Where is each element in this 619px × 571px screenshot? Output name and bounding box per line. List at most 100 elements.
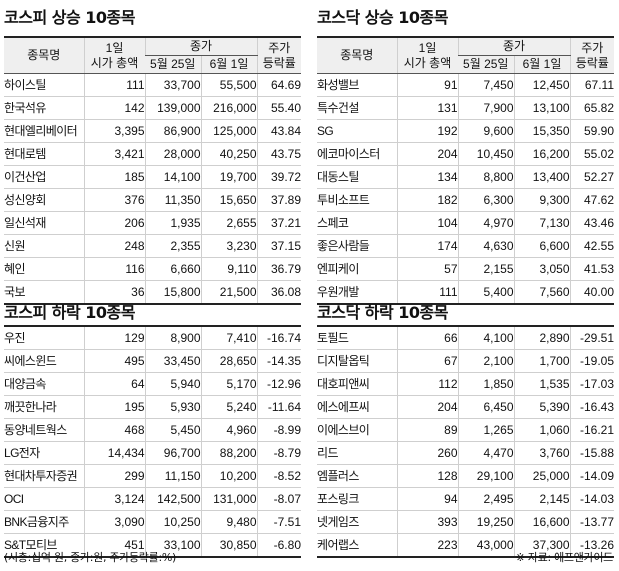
price-may25: 2,495 — [457, 487, 514, 511]
table-row: 우원개발 111 5,400 7,560 40.00 — [317, 280, 614, 305]
table-row: 넷게임즈 393 19,250 16,600 -13.77 — [317, 510, 614, 534]
stock-name: OCI — [4, 487, 84, 511]
change-rate: 37.15 — [256, 234, 301, 258]
stock-name: S&T모티브 — [4, 533, 84, 558]
market-cap: 128 — [396, 464, 458, 488]
price-jun1: 3,230 — [200, 234, 257, 258]
market-cap: 204 — [396, 142, 458, 166]
price-may25: 7,450 — [457, 73, 514, 97]
market-cap: 204 — [396, 395, 458, 419]
change-rate: -13.77 — [569, 510, 614, 534]
price-may25: 11,150 — [144, 464, 201, 488]
price-jun1: 16,200 — [513, 142, 570, 166]
header-date-may25: 5월 25일 — [145, 55, 201, 74]
change-rate: 42.55 — [569, 234, 614, 258]
price-may25: 5,400 — [457, 280, 514, 305]
stock-name: BNK금융지주 — [4, 510, 84, 534]
market-cap: 36 — [83, 280, 145, 305]
price-jun1: 19,700 — [200, 165, 257, 189]
header-change-line1: 주가 — [581, 40, 604, 55]
price-may25: 9,600 — [457, 119, 514, 143]
change-rate: -17.03 — [569, 372, 614, 396]
table-row: 엔피케이 57 2,155 3,050 41.53 — [317, 257, 614, 281]
kosdaq-up-table: 종목명 1일 시가 총액 종가 주가 등락률 5월 25일 6월 1일 화성밸브 91 7,450 1… — [317, 36, 614, 305]
market-cap: 129 — [83, 325, 145, 350]
price-jun1: 3,760 — [513, 441, 570, 465]
stock-name: 씨에스윈드 — [4, 349, 84, 373]
table-row: 혜인 116 6,660 9,110 36.79 — [4, 257, 301, 281]
table-row: OCI 3,124 142,500 131,000 -8.07 — [4, 487, 301, 511]
change-rate: 36.79 — [256, 257, 301, 281]
price-may25: 8,800 — [457, 165, 514, 189]
kosdaq-down-section: 코스닥 하락 10종목 토필드 66 4,100 2,890 -29.51 디지탈옵틱 67… — [317, 299, 614, 558]
price-may25: 6,450 — [457, 395, 514, 419]
change-rate: 64.69 — [256, 73, 301, 97]
source-note: ※ 자료: 에프앤가이드 — [515, 551, 614, 564]
market-cap: 111 — [396, 280, 458, 305]
price-may25: 43,000 — [457, 533, 514, 558]
table-row: LG전자 14,434 96,700 88,200 -8.79 — [4, 441, 301, 465]
market-cap: 185 — [83, 165, 145, 189]
price-may25: 4,970 — [457, 211, 514, 235]
stock-name: 동양네트웍스 — [4, 418, 84, 442]
table-row: 대호피앤씨 112 1,850 1,535 -17.03 — [317, 372, 614, 396]
table-row: 투비소프트 182 6,300 9,300 47.62 — [317, 188, 614, 212]
price-may25: 1,935 — [144, 211, 201, 235]
table-row: 케어랩스 223 43,000 37,300 -13.26 — [317, 533, 614, 558]
price-jun1: 10,200 — [200, 464, 257, 488]
price-jun1: 1,060 — [513, 418, 570, 442]
header-change-line1: 주가 — [268, 40, 291, 55]
table-row: 우진 129 8,900 7,410 -16.74 — [4, 325, 301, 350]
header-date-may25: 5월 25일 — [458, 55, 514, 74]
table-row: 스페코 104 4,970 7,130 43.46 — [317, 211, 614, 235]
change-rate: -11.64 — [256, 395, 301, 419]
change-rate: 59.90 — [569, 119, 614, 143]
market-cap: 89 — [396, 418, 458, 442]
price-may25: 4,470 — [457, 441, 514, 465]
stock-name: 투비소프트 — [317, 188, 397, 212]
stock-name: 국보 — [4, 280, 84, 305]
change-rate: 43.46 — [569, 211, 614, 235]
stock-name: 대양금속 — [4, 372, 84, 396]
stock-name: 토필드 — [317, 325, 397, 350]
stock-name: 성신양회 — [4, 188, 84, 212]
price-may25: 4,100 — [457, 325, 514, 350]
change-rate: 40.00 — [569, 280, 614, 305]
change-rate: 43.75 — [256, 142, 301, 166]
market-cap: 192 — [396, 119, 458, 143]
market-cap: 91 — [396, 73, 458, 97]
price-may25: 33,700 — [144, 73, 201, 97]
price-jun1: 13,400 — [513, 165, 570, 189]
change-rate: -8.52 — [256, 464, 301, 488]
price-jun1: 15,650 — [200, 188, 257, 212]
table-row: 현대차투자증권 299 11,150 10,200 -8.52 — [4, 464, 301, 488]
market-cap: 94 — [396, 487, 458, 511]
price-jun1: 216,000 — [200, 96, 257, 120]
price-jun1: 2,890 — [513, 325, 570, 350]
price-may25: 6,660 — [144, 257, 201, 281]
price-jun1: 5,240 — [200, 395, 257, 419]
stock-name: 에코마이스터 — [317, 142, 397, 166]
price-may25: 5,930 — [144, 395, 201, 419]
change-rate: -16.74 — [256, 325, 301, 350]
header-market-cap-line1: 1일 — [105, 40, 124, 55]
change-rate: -8.07 — [256, 487, 301, 511]
market-cap: 206 — [83, 211, 145, 235]
table-row: 한국석유 142 139,000 216,000 55.40 — [4, 96, 301, 120]
market-cap: 260 — [396, 441, 458, 465]
price-jun1: 5,170 — [200, 372, 257, 396]
change-rate: -12.96 — [256, 372, 301, 396]
market-cap: 112 — [396, 372, 458, 396]
table-row: 엠플러스 128 29,100 25,000 -14.09 — [317, 464, 614, 488]
header-close-price: 종가 — [457, 36, 570, 56]
price-jun1: 9,110 — [200, 257, 257, 281]
price-may25: 139,000 — [144, 96, 201, 120]
stock-name: 엠플러스 — [317, 464, 397, 488]
stock-name: 혜인 — [4, 257, 84, 281]
stock-name: LG전자 — [4, 441, 84, 465]
table-row: 하이스틸 111 33,700 55,500 64.69 — [4, 73, 301, 97]
market-cap: 182 — [396, 188, 458, 212]
stock-name: 우진 — [4, 325, 84, 350]
price-jun1: 28,650 — [200, 349, 257, 373]
price-jun1: 16,600 — [513, 510, 570, 534]
